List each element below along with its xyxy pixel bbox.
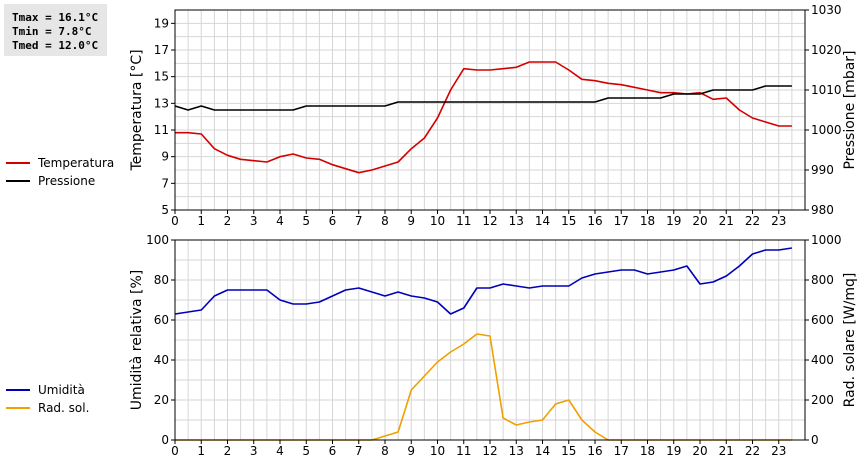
legend-label: Umidità (38, 383, 85, 397)
series-line-temperatura (175, 61, 792, 174)
y-tick-label-left: 7 (161, 176, 169, 190)
series-line-rad-sol (175, 333, 792, 441)
legend-label: Rad. sol. (38, 401, 89, 415)
x-tick-label: 13 (509, 214, 524, 228)
x-tick-label: 18 (640, 444, 655, 458)
x-tick-label: 20 (692, 214, 707, 228)
x-tick-label: 9 (407, 444, 415, 458)
x-tick-label: 2 (224, 444, 232, 458)
x-tick-label: 18 (640, 214, 655, 228)
x-tick-label: 15 (561, 214, 576, 228)
x-tick-label: 11 (456, 444, 471, 458)
x-tick-label: 14 (535, 444, 550, 458)
x-tick-label: 1 (197, 214, 205, 228)
x-tick-label: 17 (614, 214, 629, 228)
x-tick-label: 22 (745, 214, 760, 228)
x-tick-label: 13 (509, 444, 524, 458)
y-tick-label-right: 400 (811, 353, 834, 367)
series-line-pressione (174, 85, 792, 111)
x-tick-label: 19 (666, 444, 681, 458)
x-tick-label: 0 (171, 444, 179, 458)
x-tick-label: 21 (719, 214, 734, 228)
x-tick-label: 12 (482, 214, 497, 228)
y-tick-label-right: 1020 (811, 43, 842, 57)
y-tick-label-left: 9 (161, 150, 169, 164)
legend-label: Temperatura (37, 156, 114, 170)
y-tick-label-left: 15 (154, 70, 169, 84)
temperature-pressure-chart: 0 1 2 3 4 5 6 7 8 9 10 11 12 13 14 15 16 17 18 19 20 21 22 2357… (6, 3, 858, 228)
x-tick-label: 5 (302, 444, 310, 458)
x-tick-label: 9 (407, 214, 415, 228)
y-axis-label-left: Temperatura [°C] (129, 49, 145, 171)
x-tick-label: 16 (587, 444, 602, 458)
y-tick-label-left: 13 (154, 96, 169, 110)
y-axis-label-right: Pressione [mbar] (842, 50, 858, 169)
x-tick-label: 16 (587, 214, 602, 228)
y-tick-label-left: 19 (154, 16, 169, 30)
x-tick-label: 2 (224, 214, 232, 228)
x-tick-label: 14 (535, 214, 550, 228)
x-tick-label: 6 (329, 214, 337, 228)
x-tick-label: 5 (302, 214, 310, 228)
y-tick-label-right: 1010 (811, 83, 842, 97)
y-tick-label-left: 60 (154, 313, 169, 327)
stats-tmin: Tmin = 7.8°C (12, 25, 91, 38)
stats-box (4, 4, 107, 56)
y-axis-label-left: Umidità relativa [%] (129, 270, 145, 411)
stats-tmed: Tmed = 12.0°C (12, 39, 98, 52)
x-tick-label: 10 (430, 214, 445, 228)
y-tick-label-right: 990 (811, 163, 834, 177)
y-tick-label-right: 0 (811, 433, 819, 447)
x-tick-label: 20 (692, 444, 707, 458)
y-tick-label-right: 800 (811, 273, 834, 287)
x-tick-label: 1 (197, 444, 205, 458)
x-tick-label: 7 (355, 214, 363, 228)
x-tick-label: 8 (381, 214, 389, 228)
x-tick-label: 23 (771, 444, 786, 458)
y-tick-label-right: 600 (811, 313, 834, 327)
x-tick-label: 4 (276, 214, 284, 228)
y-tick-label-left: 80 (154, 273, 169, 287)
x-tick-label: 3 (250, 444, 258, 458)
y-tick-label-left: 100 (146, 233, 169, 247)
stats-tmax: Tmax = 16.1°C (12, 11, 98, 24)
x-tick-label: 19 (666, 214, 681, 228)
x-tick-label: 6 (329, 444, 337, 458)
x-tick-label: 22 (745, 444, 760, 458)
x-tick-label: 3 (250, 214, 258, 228)
x-tick-label: 17 (614, 444, 629, 458)
y-tick-label-left: 0 (161, 433, 169, 447)
series-line-umidit (174, 247, 793, 315)
legend-label: Pressione (38, 174, 95, 188)
y-tick-label-left: 17 (154, 43, 169, 57)
x-tick-label: 23 (771, 214, 786, 228)
humidity-radiation-chart: 0 1 2 3 4 5 6 7 8 9 10 11 12 13 14 15 16 17 18 19 20 21 22 2302… (6, 233, 858, 458)
y-tick-label-right: 1000 (811, 123, 842, 137)
x-tick-label: 15 (561, 444, 576, 458)
x-tick-label: 21 (719, 444, 734, 458)
y-tick-label-left: 5 (161, 203, 169, 217)
x-tick-label: 10 (430, 444, 445, 458)
y-tick-label-right: 200 (811, 393, 834, 407)
x-tick-label: 4 (276, 444, 284, 458)
x-tick-label: 0 (171, 214, 179, 228)
y-tick-label-left: 40 (154, 353, 169, 367)
x-tick-label: 12 (482, 444, 497, 458)
x-tick-label: 11 (456, 214, 471, 228)
y-tick-label-right: 1000 (811, 233, 842, 247)
x-tick-label: 7 (355, 444, 363, 458)
y-tick-label-left: 20 (154, 393, 169, 407)
y-tick-label-right: 1030 (811, 3, 842, 17)
y-tick-label-left: 11 (154, 123, 169, 137)
y-axis-label-right: Rad. solare [W/mq] (842, 273, 858, 408)
y-tick-label-right: 980 (811, 203, 834, 217)
x-tick-label: 8 (381, 444, 389, 458)
